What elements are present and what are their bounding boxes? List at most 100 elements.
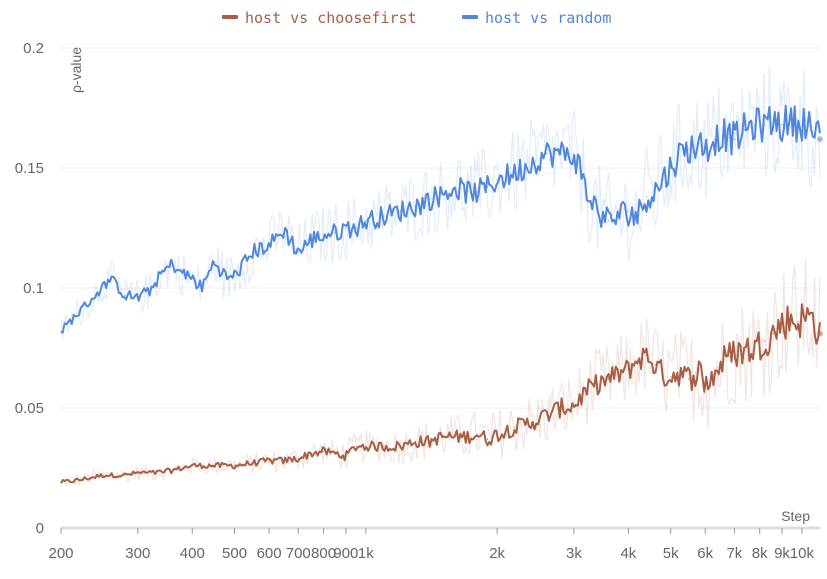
grid-layer [61,47,820,409]
data-point [297,457,300,460]
data-point [627,368,630,371]
data-point [662,179,664,181]
x-tick-label: 400 [180,545,205,562]
x-tick-label: 200 [48,545,73,562]
data-point [560,152,562,155]
data-point [596,210,599,212]
data-point [283,229,286,232]
data-point [414,205,417,208]
data-point [310,452,313,455]
data-point [322,450,325,453]
data-point [546,152,548,155]
data-point [662,373,664,376]
data-point [636,359,639,361]
data-point [251,462,254,465]
series-line [60,104,821,334]
x-tick-label: 5k [663,545,679,562]
data-point [355,445,357,448]
data-point [345,227,347,229]
series-raw-line [60,66,821,339]
data-point [476,191,479,193]
data-point [94,294,97,297]
x-tick-label: 600 [257,545,282,562]
data-point [636,215,639,217]
data-point [441,193,444,196]
data-point [78,479,80,481]
data-point [297,251,300,253]
data-point [645,196,648,198]
data-point [797,320,799,323]
data-point [486,438,489,441]
data-point [200,287,203,289]
x-tick-label: 7k [726,545,742,562]
data-point [226,277,228,280]
data-point [579,167,581,169]
data-point [677,155,679,157]
data-point [617,215,620,217]
data-point [607,378,610,381]
legend-swatch [462,15,478,19]
data-point [585,191,587,193]
data-point [283,460,286,462]
x-tick-label: 6k [697,545,713,562]
data-point [514,172,516,174]
x-tick-label: 900 [333,545,358,562]
data-point [251,251,254,253]
y-axis-label: ρ-value [68,47,84,93]
x-tick-label: 4k [620,545,636,562]
data-point [812,131,814,133]
data-point [496,433,498,436]
data-point [213,464,216,467]
data-point [560,407,562,409]
data-point [268,244,270,246]
data-point [617,373,620,376]
data-point [514,426,516,429]
data-point [428,198,431,200]
data-point [789,119,791,121]
data-point [486,186,489,188]
data-point [191,277,194,280]
data-point [722,359,724,361]
y-tick-label: 0.1 [23,280,44,297]
data-point [733,138,736,140]
data-point [704,383,706,385]
series-layer [60,66,823,488]
legend-item[interactable]: host vs random [462,9,611,27]
data-point [754,347,756,349]
data-point [109,277,112,280]
x-axis-label: Step [781,508,810,524]
data-point [698,368,700,371]
data-point [772,332,775,335]
series-end-dot [817,330,823,337]
data-point [654,364,656,366]
data-point [365,445,367,448]
data-point [530,421,533,424]
x-tick-label: 500 [222,545,247,562]
data-point [137,296,139,299]
x-tick-label: 300 [125,545,150,562]
data-point [171,469,174,472]
data-point [669,376,672,378]
series-1 [60,66,823,339]
data-point [627,210,630,212]
data-point [573,155,575,157]
data-point [546,414,548,417]
data-point [414,440,417,443]
data-point [60,330,62,333]
data-point [191,464,194,467]
data-point [365,220,367,222]
data-point [60,481,62,484]
data-point [310,239,313,241]
data-point [465,436,468,438]
data-point [496,179,498,181]
data-point [607,220,610,222]
data-point [334,452,336,455]
data-point [181,272,184,275]
legend-item[interactable]: host vs choosefirst [222,9,417,27]
data-point [781,323,783,325]
data-point [596,383,599,385]
x-tick-label: 2k [489,545,505,562]
legend[interactable]: host vs choosefirst host vs random [222,9,611,27]
x-tick-label: 9k [774,545,790,562]
